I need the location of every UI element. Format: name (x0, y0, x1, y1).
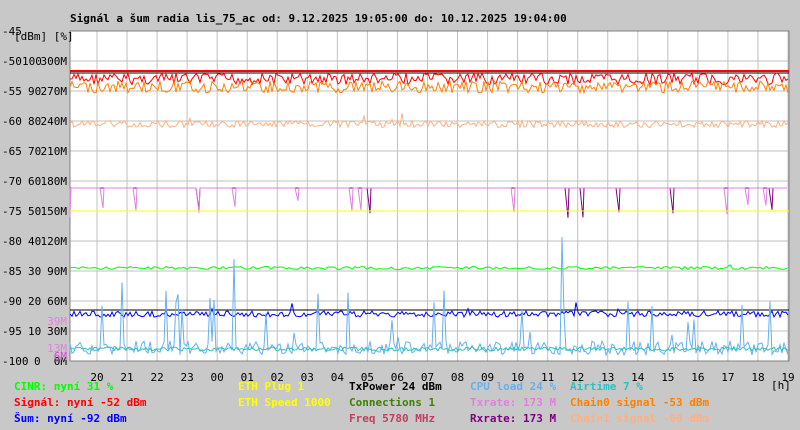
x-tick: 05 (361, 371, 374, 384)
series-chain0-signal (69, 79, 789, 95)
legend-item: Rxrate: 173 M (470, 412, 557, 425)
x-tick: 15 (661, 371, 674, 384)
y-tick-rate: 60M (47, 295, 67, 308)
y-tick-percent: 0 (34, 355, 41, 368)
y-tick-rate-small: 39M (47, 315, 67, 328)
reference-bands (70, 72, 789, 311)
legend-item: Šum: nyní -92 dBm (14, 412, 127, 425)
legend-item: TxPower 24 dBm (349, 380, 442, 393)
x-tick: 01 (241, 371, 254, 384)
x-tick: 04 (331, 371, 345, 384)
x-tick: 22 (150, 371, 163, 384)
legend-item: Signál: nyní -52 dBm (14, 396, 147, 409)
y-tick-percent: 20 (28, 295, 41, 308)
series-path (69, 71, 789, 87)
series-txrate (69, 187, 787, 217)
x-tick: 12 (571, 371, 584, 384)
x-tick: 19 (781, 371, 794, 384)
y-tick-dbm: -60 (2, 115, 22, 128)
chart-title: Signál a šum radia lis_75_ac od: 9.12.20… (70, 12, 567, 25)
x-tick: 09 (481, 371, 494, 384)
y-tick-rate-small: 13M (47, 342, 67, 355)
y-axis-labels: -45-50-55-60-65-70-75-80-85-90-95-100100… (2, 25, 67, 368)
x-tick: 18 (751, 371, 764, 384)
y-tick-rate: 150M (41, 205, 68, 218)
series-chain1-signal (69, 113, 789, 130)
x-tick: 21 (120, 371, 133, 384)
y-tick-percent: 30 (28, 265, 41, 278)
y-tick-percent: 50 (28, 205, 41, 218)
series-path (69, 342, 789, 352)
y-tick-rate: 240M (41, 115, 68, 128)
series--um (69, 302, 789, 319)
x-tick: 00 (211, 371, 224, 384)
series-cinr (69, 264, 788, 271)
legend-item: ETH Speed 1000 (238, 396, 331, 409)
y-tick-percent: 10 (28, 325, 41, 338)
y-tick-percent: 100 (22, 55, 42, 68)
y-tick-dbm: -95 (2, 325, 22, 338)
x-tick: 11 (541, 371, 554, 384)
x-tick: 16 (691, 371, 704, 384)
x-tick: 14 (631, 371, 645, 384)
x-tick: 10 (511, 371, 524, 384)
x-tick: 17 (721, 371, 734, 384)
y-tick-rate: 180M (41, 175, 68, 188)
x-tick: 03 (301, 371, 314, 384)
x-tick: 23 (181, 371, 194, 384)
y-tick-dbm: -50 (2, 55, 22, 68)
legend-item: ETH Plug 1 (238, 380, 305, 393)
y-tick-dbm: -65 (2, 145, 22, 158)
y-tick-rate-small: 6M (54, 350, 68, 363)
x-tick: 20 (90, 371, 103, 384)
legend-item: Chain0 signal -53 dBm (570, 396, 710, 409)
y-tick-percent: 60 (28, 175, 41, 188)
legend-item: Connections 1 (349, 396, 436, 409)
x-axis-unit-label: [h] (771, 379, 791, 392)
y-tick-dbm: -45 (2, 25, 22, 38)
series-airtime (69, 342, 789, 352)
legend-item: Txrate: 173 M (470, 396, 557, 409)
y-tick-percent: 80 (28, 115, 41, 128)
series-path (69, 113, 789, 130)
legend-item: Chain1 signal -60 dBm (570, 412, 710, 425)
y-tick-rate: 210M (41, 145, 68, 158)
series-path (69, 79, 789, 95)
series-path (69, 302, 789, 319)
x-tick: 07 (421, 371, 434, 384)
y-tick-rate: 300M (41, 55, 68, 68)
x-tick: 13 (601, 371, 614, 384)
legend-item: CPU load 24 % (470, 380, 557, 393)
series-sign-l (69, 70, 789, 87)
series-path (69, 264, 788, 271)
y-tick-rate: 0M (54, 355, 68, 368)
y-tick-rate: 30M (47, 325, 67, 338)
x-tick: 08 (451, 371, 464, 384)
y-tick-percent: 90 (28, 85, 41, 98)
x-tick: 06 (391, 371, 404, 384)
y-tick-dbm: -55 (2, 85, 22, 98)
legend-item: CINR: nyní 31 % (14, 380, 114, 393)
y-tick-dbm: -75 (2, 205, 22, 218)
y-tick-dbm: -70 (2, 175, 22, 188)
legend-item: Airtime 7 % (570, 380, 643, 393)
y-tick-dbm: -90 (2, 295, 22, 308)
y-axis-unit-label: [dBm] [%] (14, 30, 74, 43)
legend-item: Freq 5780 MHz (349, 412, 436, 425)
x-axis-labels: 20 21 22 23 00 01 02 03 04 05 06 07 08 09 10 11 12 13 14 15… (90, 371, 794, 384)
series-layer (69, 70, 789, 357)
y-tick-dbm: -100 (2, 355, 29, 368)
y-tick-rate: 270M (41, 85, 68, 98)
y-tick-dbm: -80 (2, 235, 22, 248)
x-tick: 02 (271, 371, 284, 384)
y-tick-rate: 90M (47, 265, 67, 278)
series-path (69, 187, 787, 217)
y-tick-rate: 120M (41, 235, 68, 248)
y-tick-percent: 40 (28, 235, 41, 248)
y-tick-percent: 70 (28, 145, 41, 158)
y-tick-dbm: -85 (2, 265, 22, 278)
